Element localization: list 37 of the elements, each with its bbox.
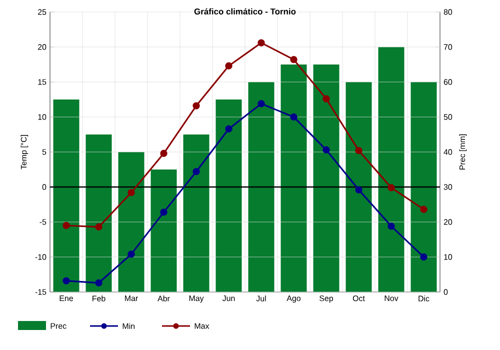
point bbox=[388, 184, 395, 192]
bar bbox=[86, 134, 112, 292]
bar bbox=[410, 82, 437, 292]
point bbox=[258, 39, 265, 46]
point bbox=[192, 168, 200, 176]
point bbox=[160, 208, 168, 216]
bar bbox=[378, 47, 404, 292]
bar bbox=[346, 82, 372, 292]
point bbox=[420, 253, 428, 261]
point bbox=[420, 206, 428, 213]
point bbox=[290, 113, 298, 121]
point bbox=[128, 250, 135, 258]
point bbox=[322, 146, 330, 154]
bar bbox=[280, 64, 307, 292]
bar bbox=[248, 82, 274, 292]
point bbox=[322, 95, 330, 102]
bar bbox=[150, 170, 177, 292]
chart-title: Gráfico climático - Tornio bbox=[194, 8, 296, 14]
point bbox=[160, 150, 168, 157]
point bbox=[128, 189, 135, 196]
bar bbox=[118, 152, 144, 292]
point bbox=[258, 100, 265, 108]
point bbox=[290, 56, 298, 64]
point bbox=[192, 102, 200, 110]
point bbox=[225, 125, 232, 132]
bar bbox=[183, 134, 210, 292]
point bbox=[355, 147, 362, 154]
point bbox=[62, 222, 70, 230]
point bbox=[355, 186, 362, 194]
bar bbox=[53, 100, 80, 292]
point bbox=[388, 222, 395, 230]
bar bbox=[216, 100, 242, 292]
point bbox=[225, 62, 232, 70]
point bbox=[95, 279, 102, 286]
point bbox=[62, 277, 70, 284]
bar bbox=[313, 64, 340, 292]
point bbox=[95, 223, 102, 230]
